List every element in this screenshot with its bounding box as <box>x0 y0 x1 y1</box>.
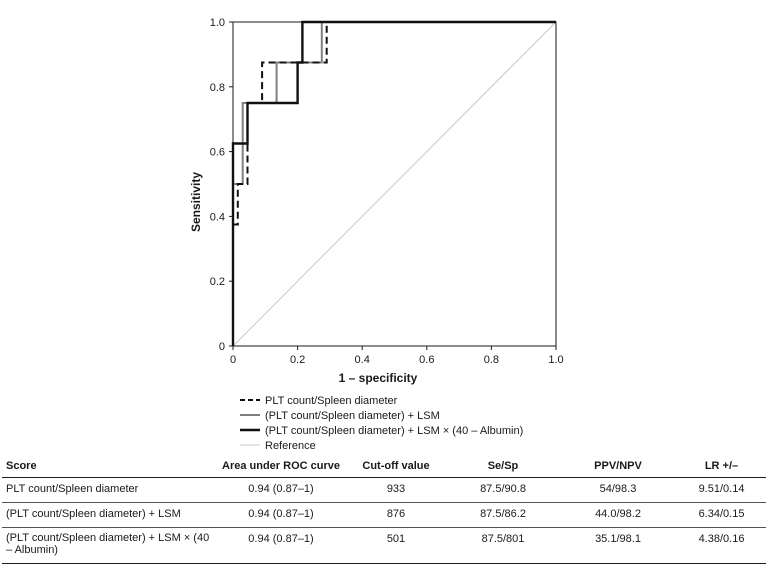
header-se-sp: Se/Sp <box>447 456 559 478</box>
legend-label-2: (PLT count/Spleen diameter) + LSM × (40 … <box>265 425 523 437</box>
cell-lr: 4.38/0.16 <box>677 527 766 564</box>
cell-auc: 0.94 (0.87–1) <box>217 502 345 528</box>
series-line-2 <box>231 20 556 346</box>
legend-label-1: (PLT count/Spleen diameter) + LSM <box>265 410 440 422</box>
cell-auc: 0.94 (0.87–1) <box>217 527 345 564</box>
x-tick-label: 0.2 <box>290 354 305 366</box>
header-cutoff: Cut-off value <box>345 456 447 478</box>
x-tick-label: 0.4 <box>355 354 370 366</box>
y-tick-label: 1.0 <box>210 17 225 29</box>
table-row: (PLT count/Spleen diameter) + LSM × (40 … <box>2 527 766 564</box>
cell-se-sp: 87.5/801 <box>447 527 559 564</box>
table-header-row: Score Area under ROC curve Cut-off value… <box>2 456 766 478</box>
cell-se-sp: 87.5/86.2 <box>447 502 559 528</box>
y-tick-label: 0.8 <box>210 82 225 94</box>
legend-label-0: PLT count/Spleen diameter <box>265 395 398 407</box>
legend-label-3: Reference <box>265 440 316 452</box>
x-tick-label: 0.6 <box>419 354 434 366</box>
cell-score: PLT count/Spleen diameter <box>2 477 217 503</box>
y-tick-label: 0.6 <box>210 147 225 159</box>
cell-ppv-npv: 35.1/98.1 <box>559 527 677 564</box>
x-axis-title: 1 – specificity <box>339 371 418 385</box>
header-score: Score <box>2 456 217 478</box>
x-axis-ticks: 0 0.2 0.4 0.6 0.8 1.0 <box>230 346 564 366</box>
cell-score: (PLT count/Spleen diameter) + LSM × (40 … <box>2 527 217 564</box>
x-tick-label: 0.8 <box>484 354 499 366</box>
series-layer <box>231 20 557 347</box>
cell-auc: 0.94 (0.87–1) <box>217 477 345 503</box>
y-axis-title: Sensitivity <box>189 172 203 232</box>
cell-score: (PLT count/Spleen diameter) + LSM <box>2 502 217 528</box>
y-tick-label: 0 <box>219 341 225 353</box>
cell-se-sp: 87.5/90.8 <box>447 477 559 503</box>
cell-lr: 9.51/0.14 <box>677 477 766 503</box>
cell-cutoff: 933 <box>345 477 447 503</box>
header-ppv-npv: PPV/NPV <box>559 456 677 478</box>
legend: PLT count/Spleen diameter (PLT count/Sple… <box>240 395 523 452</box>
x-tick-label: 0 <box>230 354 236 366</box>
roc-chart: 0 0.2 0.4 0.6 0.8 1.0 0 0.2 0.4 0.6 0.8 1.0 1 – sp… <box>189 17 564 452</box>
cell-cutoff: 501 <box>345 527 447 564</box>
table-row: (PLT count/Spleen diameter) + LSM 0.94 (… <box>2 502 766 528</box>
header-auc: Area under ROC curve <box>217 456 345 478</box>
cell-ppv-npv: 54/98.3 <box>559 477 677 503</box>
y-tick-label: 0.4 <box>210 211 225 223</box>
table-row: PLT count/Spleen diameter 0.94 (0.87–1) … <box>2 477 766 503</box>
series-line-3 <box>232 21 557 347</box>
header-lr: LR +/– <box>677 456 766 478</box>
cell-cutoff: 876 <box>345 502 447 528</box>
x-tick-label: 1.0 <box>548 354 563 366</box>
y-tick-label: 0.2 <box>210 276 225 288</box>
cell-lr: 6.34/0.15 <box>677 502 766 528</box>
results-table: Score Area under ROC curve Cut-off value… <box>2 456 766 564</box>
cell-ppv-npv: 44.0/98.2 <box>559 502 677 528</box>
y-axis-ticks: 0 0.2 0.4 0.6 0.8 1.0 <box>210 17 233 353</box>
